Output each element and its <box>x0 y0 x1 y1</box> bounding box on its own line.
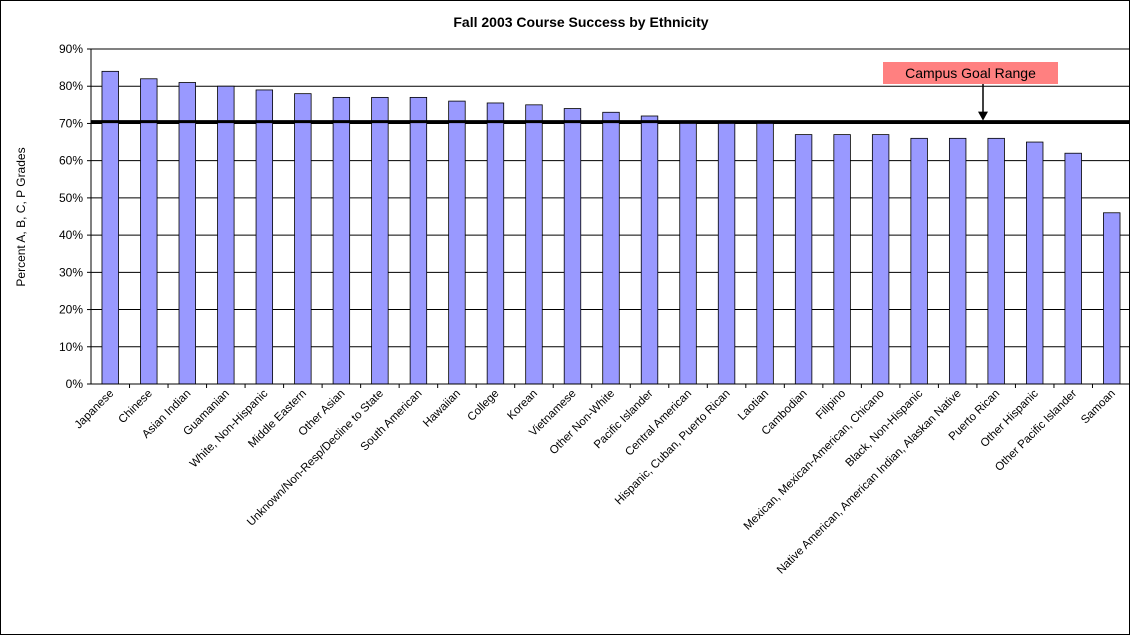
bar <box>910 137 928 385</box>
bar <box>640 115 659 385</box>
bar <box>486 102 505 385</box>
y-tick-labels: 0% 10% 20% 30% 40% 50% 60% 70% 80% 90% <box>59 42 83 391</box>
bar <box>679 123 697 385</box>
bar <box>332 96 351 385</box>
y-tick-label: 90% <box>59 42 83 56</box>
bar <box>140 78 158 385</box>
x-tick-label: Mexican, Mexican-American, Chicano <box>742 388 887 533</box>
bars <box>101 70 1121 385</box>
annotation-group: Campus Goal Range <box>883 62 1058 121</box>
bar <box>1103 212 1121 385</box>
x-tick-label: Korean <box>505 388 540 423</box>
x-tick-label: Laotian <box>736 388 771 423</box>
bar <box>717 123 736 385</box>
x-tick-label: Central American <box>623 388 694 459</box>
y-tick-label: 0% <box>66 377 84 391</box>
y-tick-label: 50% <box>59 191 83 205</box>
y-tick-label: 10% <box>59 340 83 354</box>
x-tick-label: Filipino <box>814 388 848 422</box>
y-tick-label: 70% <box>59 116 83 130</box>
annotation-label: Campus Goal Range <box>905 65 1036 81</box>
bar <box>833 134 851 385</box>
x-tick-label: College <box>466 388 502 424</box>
x-tick-label: Native American, American Indian, Alaska… <box>775 388 964 577</box>
x-tick-label: Hawaiian <box>421 388 463 430</box>
bar <box>255 89 274 385</box>
bar <box>217 85 235 385</box>
y-tick-label: 60% <box>59 154 83 168</box>
y-tick-label: 80% <box>59 79 83 93</box>
bar <box>101 70 119 385</box>
bar <box>871 134 890 385</box>
bar <box>1064 152 1082 385</box>
x-tick-label: Other Non-White <box>548 388 617 457</box>
bar <box>178 82 196 385</box>
axes <box>87 48 1130 388</box>
bar <box>1026 141 1044 385</box>
x-tick-label: Japanese <box>73 388 117 432</box>
bar <box>794 134 813 385</box>
annotation-box <box>883 62 1058 84</box>
bar <box>987 137 1005 385</box>
x-tick-label: Unknown/Non-Resp/Decline to State <box>245 388 386 529</box>
y-tick-label: 30% <box>59 265 83 279</box>
bar <box>294 93 312 385</box>
bar <box>563 108 582 385</box>
y-tick-label: 20% <box>59 303 83 317</box>
x-tick-label: Samoan <box>1079 388 1118 427</box>
bar <box>371 96 389 385</box>
bar <box>602 111 620 385</box>
bar <box>525 104 543 385</box>
y-tick-label: 40% <box>59 228 83 242</box>
bar <box>409 96 428 385</box>
y-axis-label: Percent A, B, C, P Grades <box>14 147 28 286</box>
annotation-arrow-head <box>978 111 988 121</box>
chart-title: Fall 2003 Course Success by Ethnicity <box>453 14 708 30</box>
bar <box>756 123 774 385</box>
x-tick-label: Chinese <box>117 388 155 426</box>
bar <box>948 137 967 385</box>
bar <box>448 100 466 385</box>
